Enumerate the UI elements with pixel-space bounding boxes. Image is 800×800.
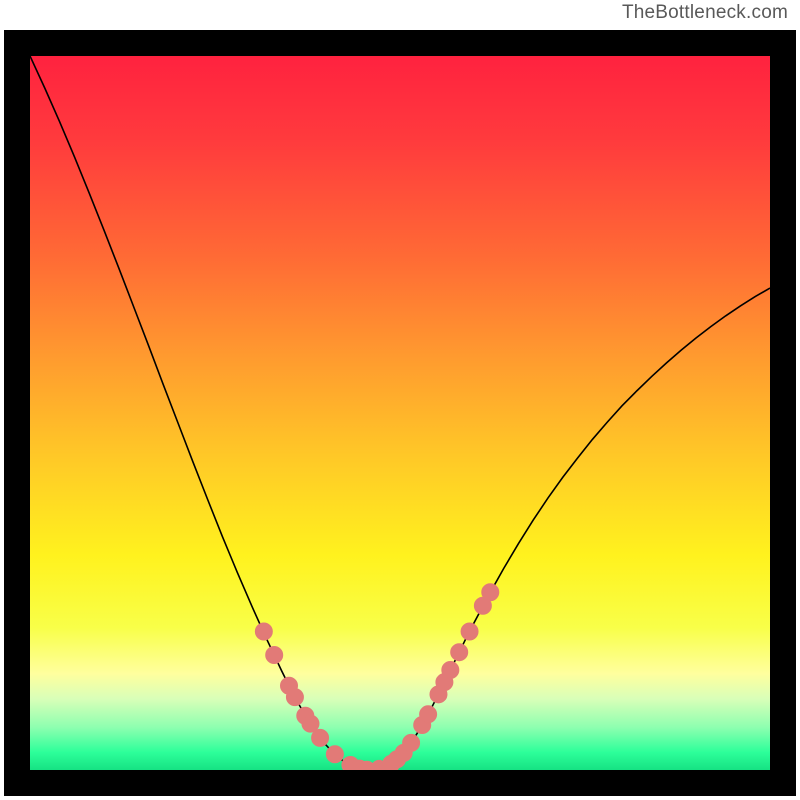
marker-point — [326, 746, 343, 763]
gradient-background — [30, 56, 770, 770]
chart-container: TheBottleneck.com — [0, 0, 800, 800]
marker-point — [255, 623, 272, 640]
marker-point — [461, 623, 478, 640]
marker-point — [312, 729, 329, 746]
marker-point — [266, 647, 283, 664]
marker-point — [442, 662, 459, 679]
marker-point — [451, 644, 468, 661]
watermark-text: TheBottleneck.com — [622, 2, 788, 24]
marker-point — [302, 715, 319, 732]
bottleneck-v-curve-chart — [0, 0, 800, 800]
marker-point — [286, 689, 303, 706]
marker-point — [420, 706, 437, 723]
marker-point — [482, 584, 499, 601]
marker-point — [403, 734, 420, 751]
